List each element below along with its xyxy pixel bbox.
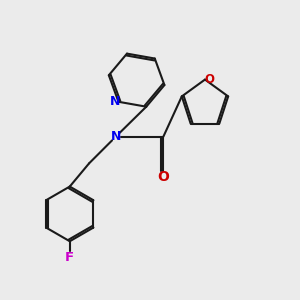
Text: N: N — [111, 130, 121, 143]
Text: O: O — [158, 170, 169, 184]
Text: N: N — [110, 95, 120, 108]
Text: F: F — [65, 251, 74, 264]
Text: O: O — [204, 73, 214, 86]
